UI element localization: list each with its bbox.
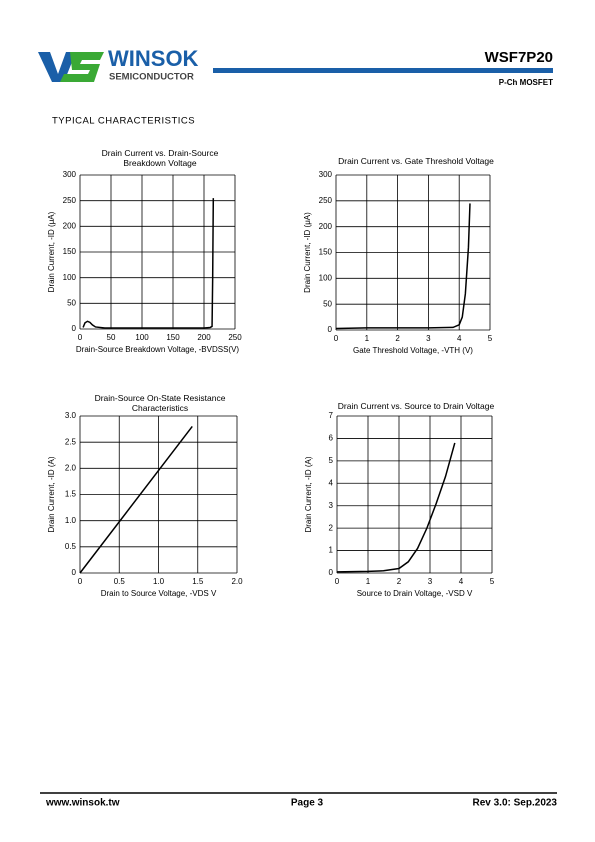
chart-title: Drain Current vs. Gate Threshold Voltage bbox=[338, 156, 494, 166]
x-tick-label: 0 bbox=[78, 577, 83, 586]
y-tick-label: 5 bbox=[329, 456, 334, 465]
y-tick-label: 1.5 bbox=[65, 490, 77, 499]
header-bar bbox=[213, 68, 553, 73]
y-tick-label: 0 bbox=[328, 325, 333, 334]
y-axis-label: Drain Current, -ID (A) bbox=[47, 456, 56, 532]
y-tick-label: 250 bbox=[319, 196, 333, 205]
logo-sub: SEMICONDUCTOR bbox=[109, 72, 194, 83]
x-tick-label: 1.0 bbox=[153, 577, 165, 586]
y-tick-label: 3.0 bbox=[65, 411, 77, 420]
x-tick-label: 4 bbox=[459, 577, 464, 586]
x-axis-label: Gate Threshold Voltage, -VTH (V) bbox=[353, 346, 473, 355]
y-tick-label: 0 bbox=[72, 568, 77, 577]
device-type: P-Ch MOSFET bbox=[499, 78, 553, 87]
y-tick-label: 0 bbox=[329, 568, 334, 577]
y-tick-label: 2.5 bbox=[65, 437, 77, 446]
x-tick-label: 0.5 bbox=[114, 577, 126, 586]
x-tick-label: 1 bbox=[366, 577, 371, 586]
y-axis-label: Drain Current, -ID (μA) bbox=[303, 212, 312, 293]
x-tick-label: 2 bbox=[397, 577, 402, 586]
x-tick-label: 2 bbox=[395, 334, 400, 343]
x-tick-label: 2.0 bbox=[231, 577, 243, 586]
chart-title: Drain-Source On-State Resistance Charact… bbox=[94, 393, 226, 413]
y-tick-label: 100 bbox=[63, 273, 77, 282]
y-tick-label: 250 bbox=[63, 196, 77, 205]
section-title: TYPICAL CHARACTERISTICS bbox=[52, 116, 195, 127]
x-tick-label: 3 bbox=[428, 577, 433, 586]
x-tick-label: 1 bbox=[365, 334, 370, 343]
x-tick-label: 200 bbox=[197, 333, 211, 342]
y-tick-label: 3 bbox=[329, 501, 334, 510]
y-tick-label: 300 bbox=[319, 170, 333, 179]
x-axis-label: Source to Drain Voltage, -VSD V bbox=[357, 589, 473, 598]
x-tick-label: 50 bbox=[107, 333, 116, 342]
y-axis-label: Drain Current, -ID (μA) bbox=[47, 211, 56, 292]
y-tick-label: 1.0 bbox=[65, 516, 77, 525]
y-tick-label: 7 bbox=[329, 411, 334, 420]
footer-site: www.winsok.tw bbox=[45, 798, 120, 809]
x-tick-label: 250 bbox=[228, 333, 242, 342]
x-tick-label: 3 bbox=[426, 334, 431, 343]
y-tick-label: 200 bbox=[63, 221, 77, 230]
footer-rev: Rev 3.0: Sep.2023 bbox=[473, 798, 558, 809]
footer-page: Page 3 bbox=[291, 798, 324, 809]
y-tick-label: 4 bbox=[329, 478, 334, 487]
curve bbox=[336, 442, 456, 573]
part-number: WSF7P20 bbox=[485, 49, 553, 66]
x-tick-label: 5 bbox=[490, 577, 495, 586]
y-tick-label: 100 bbox=[319, 273, 333, 282]
y-tick-label: 6 bbox=[329, 434, 334, 443]
y-tick-label: 150 bbox=[63, 247, 77, 256]
x-tick-label: 0 bbox=[334, 334, 339, 343]
x-tick-label: 1.5 bbox=[192, 577, 204, 586]
x-axis-label: Drain-Source Breakdown Voltage, -BVDSS(V… bbox=[76, 345, 240, 354]
y-tick-label: 1 bbox=[329, 546, 334, 555]
logo-text: WINSOK bbox=[108, 46, 199, 71]
y-tick-label: 150 bbox=[319, 248, 333, 257]
curve bbox=[79, 426, 193, 574]
x-tick-label: 4 bbox=[457, 334, 462, 343]
x-tick-label: 150 bbox=[166, 333, 180, 342]
y-tick-label: 0.5 bbox=[65, 542, 77, 551]
chart-title: Drain Current vs. Source to Drain Voltag… bbox=[337, 401, 495, 411]
x-tick-label: 100 bbox=[135, 333, 149, 342]
x-axis-label: Drain to Source Voltage, -VDS V bbox=[101, 589, 217, 598]
y-tick-label: 200 bbox=[319, 222, 333, 231]
y-tick-label: 0 bbox=[72, 324, 77, 333]
chart-title: Drain Current vs. Drain-Source Breakdown… bbox=[101, 148, 219, 168]
y-tick-label: 300 bbox=[63, 170, 77, 179]
y-tick-label: 2.0 bbox=[65, 463, 77, 472]
y-tick-label: 50 bbox=[67, 298, 76, 307]
curve bbox=[335, 203, 471, 330]
y-axis-label: Drain Current, -ID (A) bbox=[304, 456, 313, 532]
x-tick-label: 5 bbox=[488, 334, 493, 343]
x-tick-label: 0 bbox=[78, 333, 83, 342]
x-tick-label: 0 bbox=[335, 577, 340, 586]
y-tick-label: 2 bbox=[329, 523, 334, 532]
logo-mark bbox=[60, 52, 104, 82]
curve bbox=[82, 198, 215, 329]
y-tick-label: 50 bbox=[323, 299, 332, 308]
